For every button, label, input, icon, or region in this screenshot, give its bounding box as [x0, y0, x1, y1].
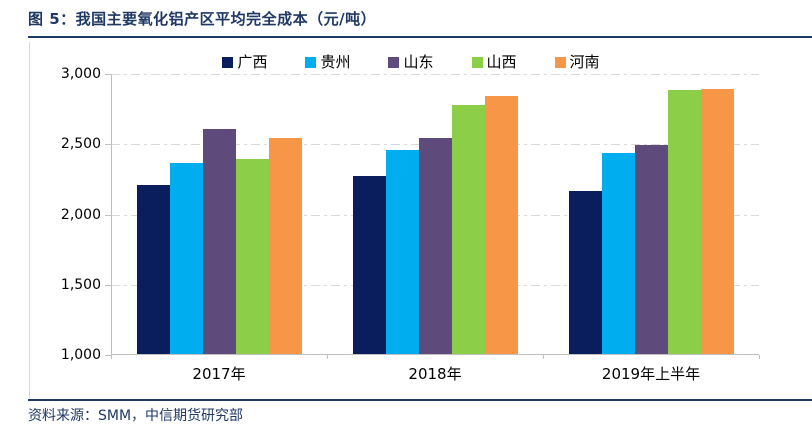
y-tick-label: 3,000: [60, 66, 101, 82]
plot-area: 1,000 1,500 2,000 2,500 3,000 2017年 2018年 2019年…: [61, 66, 760, 383]
bar-河南: [700, 88, 734, 354]
y-tick-label: 2,000: [60, 206, 101, 223]
bar-山西: [667, 89, 701, 354]
bar-group: [352, 95, 518, 354]
x-category-label: 2019年上半年: [601, 365, 701, 383]
y-axis-line: [111, 74, 112, 359]
y-axis-tick: [105, 284, 111, 286]
legend-swatch-icon: [471, 57, 483, 68]
gridline: [111, 74, 759, 75]
legend-item: 山西: [471, 53, 517, 71]
bar-group: [136, 129, 302, 354]
y-axis-tick: [105, 144, 111, 146]
x-axis-tick: [759, 355, 760, 359]
bar-贵州: [385, 150, 419, 354]
legend-item: 河南: [554, 53, 600, 71]
chart-legend: 广西 贵州 山东 山西 河南: [30, 55, 792, 70]
legend-swatch-icon: [554, 57, 566, 68]
bar-广西: [568, 191, 602, 354]
x-axis-tick: [111, 355, 112, 359]
legend-label: 河南: [569, 53, 600, 71]
bar-山东: [202, 129, 236, 354]
legend-item: 山东: [388, 53, 434, 71]
legend-item: 贵州: [305, 55, 350, 70]
x-axis-tick: [543, 355, 544, 359]
legend-item: 广西: [222, 55, 267, 70]
bar-山东: [634, 144, 668, 354]
bar-广西: [136, 185, 170, 354]
bar-广西: [352, 175, 386, 354]
source-note: 资料来源：SMM，中信期货研究部: [28, 408, 244, 424]
legend-swatch-icon: [305, 57, 317, 68]
bar-河南: [484, 95, 518, 354]
y-axis-tick: [105, 214, 111, 216]
bar-贵州: [601, 153, 635, 354]
legend-swatch-icon: [222, 57, 234, 68]
figure-title: 图 5：我国主要氧化铝产区平均完全成本（元/吨）: [28, 10, 377, 28]
bar-group: [568, 88, 734, 354]
y-tick-label: 1,000: [60, 347, 101, 363]
legend-label: 山西: [486, 53, 517, 71]
bar-山西: [235, 158, 269, 354]
x-axis-line: [111, 354, 759, 355]
bar-贵州: [169, 162, 203, 354]
title-divider-line: [28, 36, 812, 38]
x-category-label: 2017年: [192, 365, 246, 383]
legend-label: 广西: [237, 53, 268, 71]
y-axis-tick: [105, 74, 111, 75]
y-axis-tick: [105, 355, 111, 356]
legend-swatch-icon: [388, 57, 400, 68]
source-divider-line: [28, 399, 812, 401]
bar-山西: [451, 105, 485, 354]
bar-河南: [268, 137, 302, 354]
y-tick-label: 1,500: [60, 276, 101, 293]
bar-山东: [418, 137, 452, 354]
legend-label: 贵州: [320, 53, 351, 71]
chart-area: 广西 贵州 山东 山西 河南 1,000 1,500 2,000 2,500 3,000 2017…: [29, 42, 792, 398]
x-category-label: 2018年: [408, 365, 462, 383]
y-tick-label: 2,500: [60, 136, 101, 153]
x-axis-tick: [327, 355, 328, 359]
legend-label: 山东: [403, 53, 434, 71]
